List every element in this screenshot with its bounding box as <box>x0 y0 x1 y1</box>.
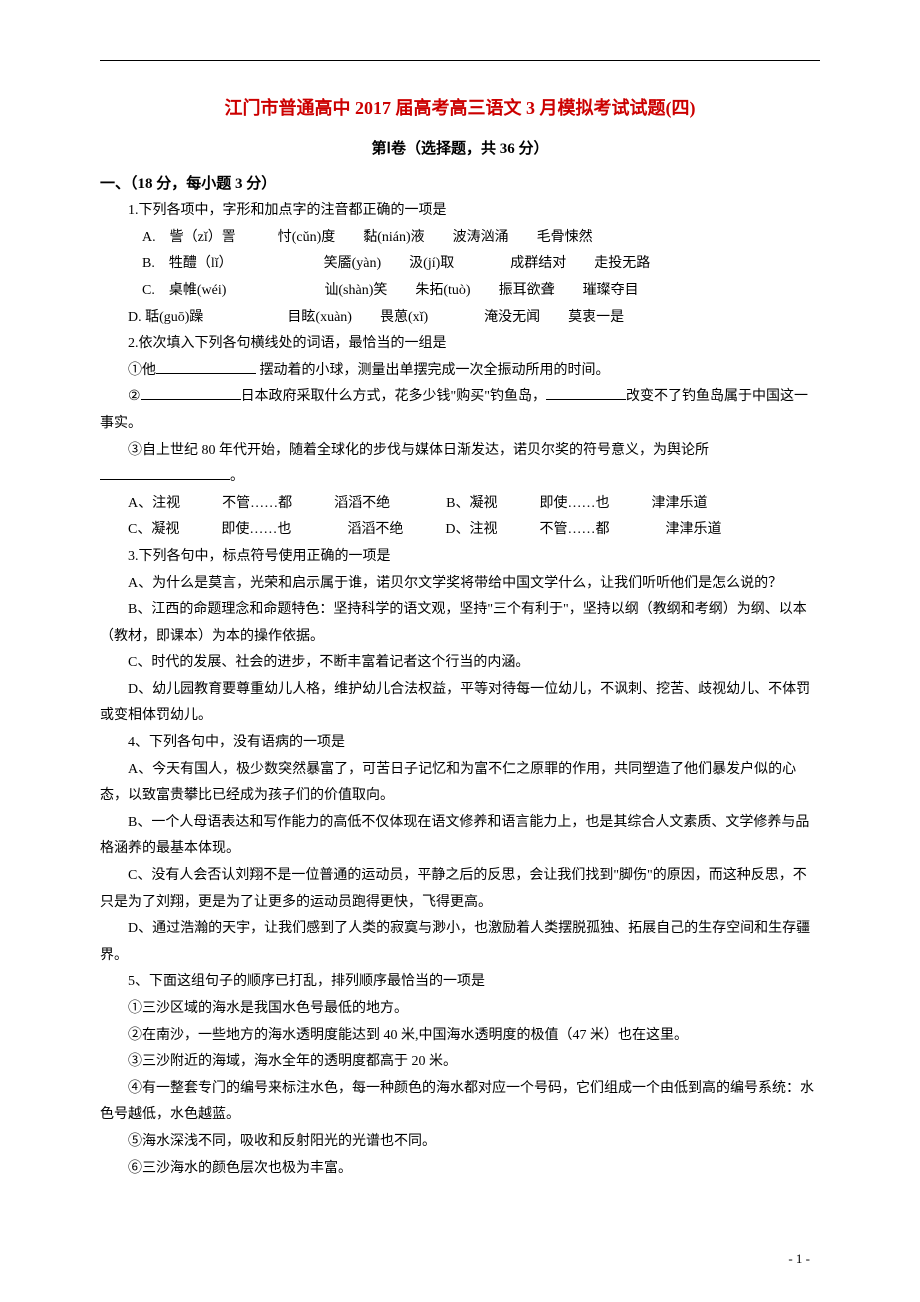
doc-subtitle: 第Ⅰ卷（选择题，共 36 分） <box>100 135 820 164</box>
page-number: - 1 - <box>788 1247 810 1272</box>
q3-opt-d: D、幼儿园教育要尊重幼儿人格，维护幼儿合法权益，平等对待每一位幼儿，不讽刺、挖苦… <box>100 677 820 730</box>
q2-l2a: ② <box>128 389 141 404</box>
q5-line6: ⑥三沙海水的颜色层次也极为丰富。 <box>100 1156 820 1183</box>
q4-opt-a: A、今天有国人，极少数突然暴富了，可苦日子记忆和为富不仁之原罪的作用，共同塑造了… <box>100 757 820 810</box>
blank-icon <box>546 385 626 400</box>
q2-line2: ②日本政府采取什么方式，花多少钱"购买"钓鱼岛，改变不了钓鱼岛属于中国这一事实。 <box>100 384 820 437</box>
q5-line4: ④有一整套专门的编号来标注水色，每一种颜色的海水都对应一个号码，它们组成一个由低… <box>100 1076 820 1129</box>
q2-opt-cd: C、凝视 即使……也 滔滔不绝 D、注视 不管……都 津津乐道 <box>100 517 820 544</box>
section-1-header: 一、（18 分，每小题 3 分） <box>100 170 820 199</box>
q3-stem: 3.下列各句中，标点符号使用正确的一项是 <box>100 544 820 571</box>
q3-opt-b: B、江西的命题理念和命题特色：坚持科学的语文观，坚持"三个有利于"，坚持以纲（教… <box>100 597 820 650</box>
q3-opt-a: A、为什么是莫言，光荣和启示属于谁，诺贝尔文学奖将带给中国文学什么，让我们听听他… <box>100 571 820 598</box>
blank-icon <box>156 358 256 373</box>
q3-opt-c: C、时代的发展、社会的进步，不断丰富着记者这个行当的内涵。 <box>100 650 820 677</box>
blank-icon <box>141 385 241 400</box>
q2-line3: ③自上世纪 80 年代开始，随着全球化的步伐与媒体日渐发达，诺贝尔奖的符号意义，… <box>100 438 820 491</box>
q2-stem: 2.依次填入下列各句横线处的词语，最恰当的一组是 <box>100 331 820 358</box>
doc-title: 江门市普通高中 2017 届高考高三语文 3 月模拟考试试题(四) <box>100 91 820 125</box>
q5-line2: ②在南沙，一些地方的海水透明度能达到 40 米,中国海水透明度的极值（47 米）… <box>100 1023 820 1050</box>
q4-stem: 4、下列各句中，没有语病的一项是 <box>100 730 820 757</box>
q5-line1: ①三沙区域的海水是我国水色号最低的地方。 <box>100 996 820 1023</box>
q4-opt-b: B、一个人母语表达和写作能力的高低不仅体现在语文修养和语言能力上，也是其综合人文… <box>100 810 820 863</box>
q5-stem: 5、下面这组句子的顺序已打乱，排列顺序最恰当的一项是 <box>100 969 820 996</box>
q4-opt-d: D、通过浩瀚的天宇，让我们感到了人类的寂寞与渺小，也激励着人类摆脱孤独、拓展自己… <box>100 916 820 969</box>
top-rule <box>100 60 820 61</box>
q2-l2b: 日本政府采取什么方式，花多少钱"购买"钓鱼岛， <box>241 389 546 404</box>
q2-l1b: 摆动着的小球，测量出单摆完成一次全振动所用的时间。 <box>256 363 610 378</box>
q2-l3b: 。 <box>230 469 244 484</box>
q5-line3: ③三沙附近的海域，海水全年的透明度都高于 20 米。 <box>100 1049 820 1076</box>
q5-line5: ⑤海水深浅不同，吸收和反射阳光的光谱也不同。 <box>100 1129 820 1156</box>
q4-opt-c: C、没有人会否认刘翔不是一位普通的运动员，平静之后的反思，会让我们找到"脚伤"的… <box>100 863 820 916</box>
q2-l1a: ①他 <box>128 363 156 378</box>
q1-stem: 1.下列各项中，字形和加点字的注音都正确的一项是 <box>100 198 820 225</box>
q2-line1: ①他 摆动着的小球，测量出单摆完成一次全振动所用的时间。 <box>100 358 820 385</box>
q1-opt-a: A. 訾（zǐ）詈 忖(cǔn)度 黏(nián)液 波涛汹涌 毛骨悚然 <box>100 225 820 252</box>
q1-opt-c: C. 桌帷(wéi) 讪(shàn)笑 朱拓(tuò) 振耳欲聋 璀璨夺目 <box>100 278 820 305</box>
blank-icon <box>100 465 230 480</box>
q1-opt-d: D. 聒(guō)躁 目眩(xuàn) 畏葸(xǐ) 淹没无闻 莫衷一是 <box>100 305 820 332</box>
q2-opt-ab: A、注视 不管……都 滔滔不绝 B、凝视 即使……也 津津乐道 <box>100 491 820 518</box>
q1-opt-b: B. 牲醴（lǐ） 笑靥(yàn) 汲(jí)取 成群结对 走投无路 <box>100 251 820 278</box>
q2-l3a: ③自上世纪 80 年代开始，随着全球化的步伐与媒体日渐发达，诺贝尔奖的符号意义，… <box>128 443 709 458</box>
